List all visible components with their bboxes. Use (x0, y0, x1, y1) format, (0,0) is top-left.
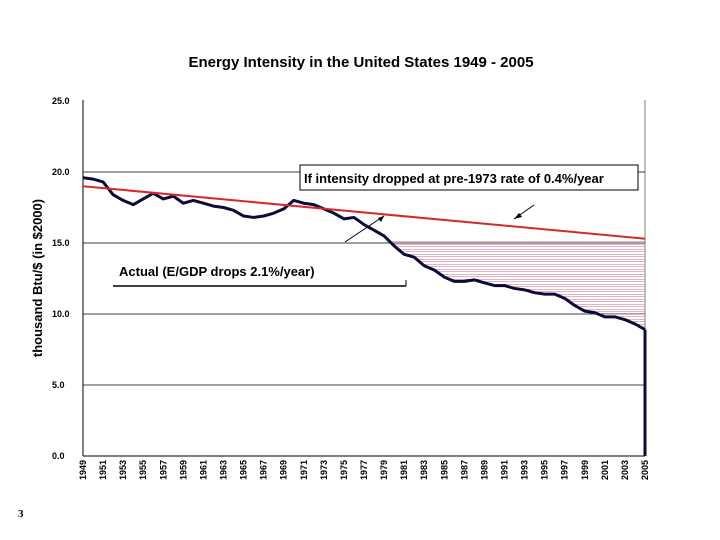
x-tick-label: 1965 (239, 460, 249, 480)
y-tick-label: 15.0 (52, 238, 70, 248)
x-tick-label: 1977 (359, 460, 369, 480)
y-tick-label: 0.0 (52, 451, 65, 461)
x-tick-label: 2001 (600, 460, 610, 480)
x-tick-label: 1991 (500, 460, 510, 480)
x-tick-label: 1989 (479, 460, 489, 480)
actual-annotation-arrow (344, 215, 385, 243)
x-tick-label: 1983 (419, 460, 429, 480)
y-tick-labels: 0.0 5.0 10.0 15.0 20.0 25.0 (52, 96, 70, 461)
trend-annotation-box (299, 164, 639, 191)
y-tick-label: 25.0 (52, 96, 70, 106)
actual-annotation-label: Actual (E/GDP drops 2.1%/year) (119, 264, 315, 279)
x-tick-label: 1981 (399, 460, 409, 480)
x-tick-label: 1969 (279, 460, 289, 480)
x-tick-label: 1995 (540, 460, 550, 480)
x-tick-label: 1963 (219, 460, 229, 480)
actual-series-line (82, 176, 646, 331)
x-tick-label: 1987 (459, 460, 469, 480)
x-tick-label: 1971 (299, 460, 309, 480)
chart-title: Energy Intensity in the United States 19… (188, 54, 533, 71)
x-tick-label: 2003 (620, 460, 630, 480)
x-tick-label: 1997 (560, 460, 570, 480)
x-tick-label: 1973 (319, 460, 329, 480)
x-tick-label: 1959 (178, 460, 188, 480)
y-tick-label: 10.0 (52, 309, 70, 319)
x-tick-label: 1975 (339, 460, 349, 480)
x-tick-label: 1999 (580, 460, 590, 480)
x-tick-label: 1985 (439, 460, 449, 480)
y-axis-label: thousand Btu/$ (in $2000) (30, 199, 45, 357)
x-tick-label: 1951 (98, 460, 108, 480)
x-tick-label: 1967 (259, 460, 269, 480)
x-tick-label: 1979 (379, 460, 389, 480)
actual-annotation-box (113, 258, 406, 286)
actual-arrowhead (378, 216, 384, 222)
x-tick-label: 1957 (158, 460, 168, 480)
x-tick-label: 1949 (78, 460, 88, 480)
x-tick-label: 1953 (118, 460, 128, 480)
page-number: 3 (18, 508, 24, 520)
y-tick-label: 20.0 (52, 167, 70, 177)
x-tick-labels: 1949 1951 1953 1955 1957 1959 1961 1963 1965 1967… (78, 460, 650, 480)
x-tick-label: 1955 (138, 460, 148, 480)
x-tick-label: 2005 (640, 460, 650, 480)
y-tick-label: 5.0 (52, 380, 65, 390)
trend-arrowhead (514, 213, 522, 219)
x-tick-label: 1961 (198, 460, 208, 480)
gap-hatching (390, 241, 645, 330)
x-tick-label: 1993 (520, 460, 530, 480)
series-lines (82, 176, 647, 456)
trend-annotation-label: If intensity dropped at pre-1973 rate of… (304, 171, 604, 186)
trend-series-line (82, 185, 646, 240)
